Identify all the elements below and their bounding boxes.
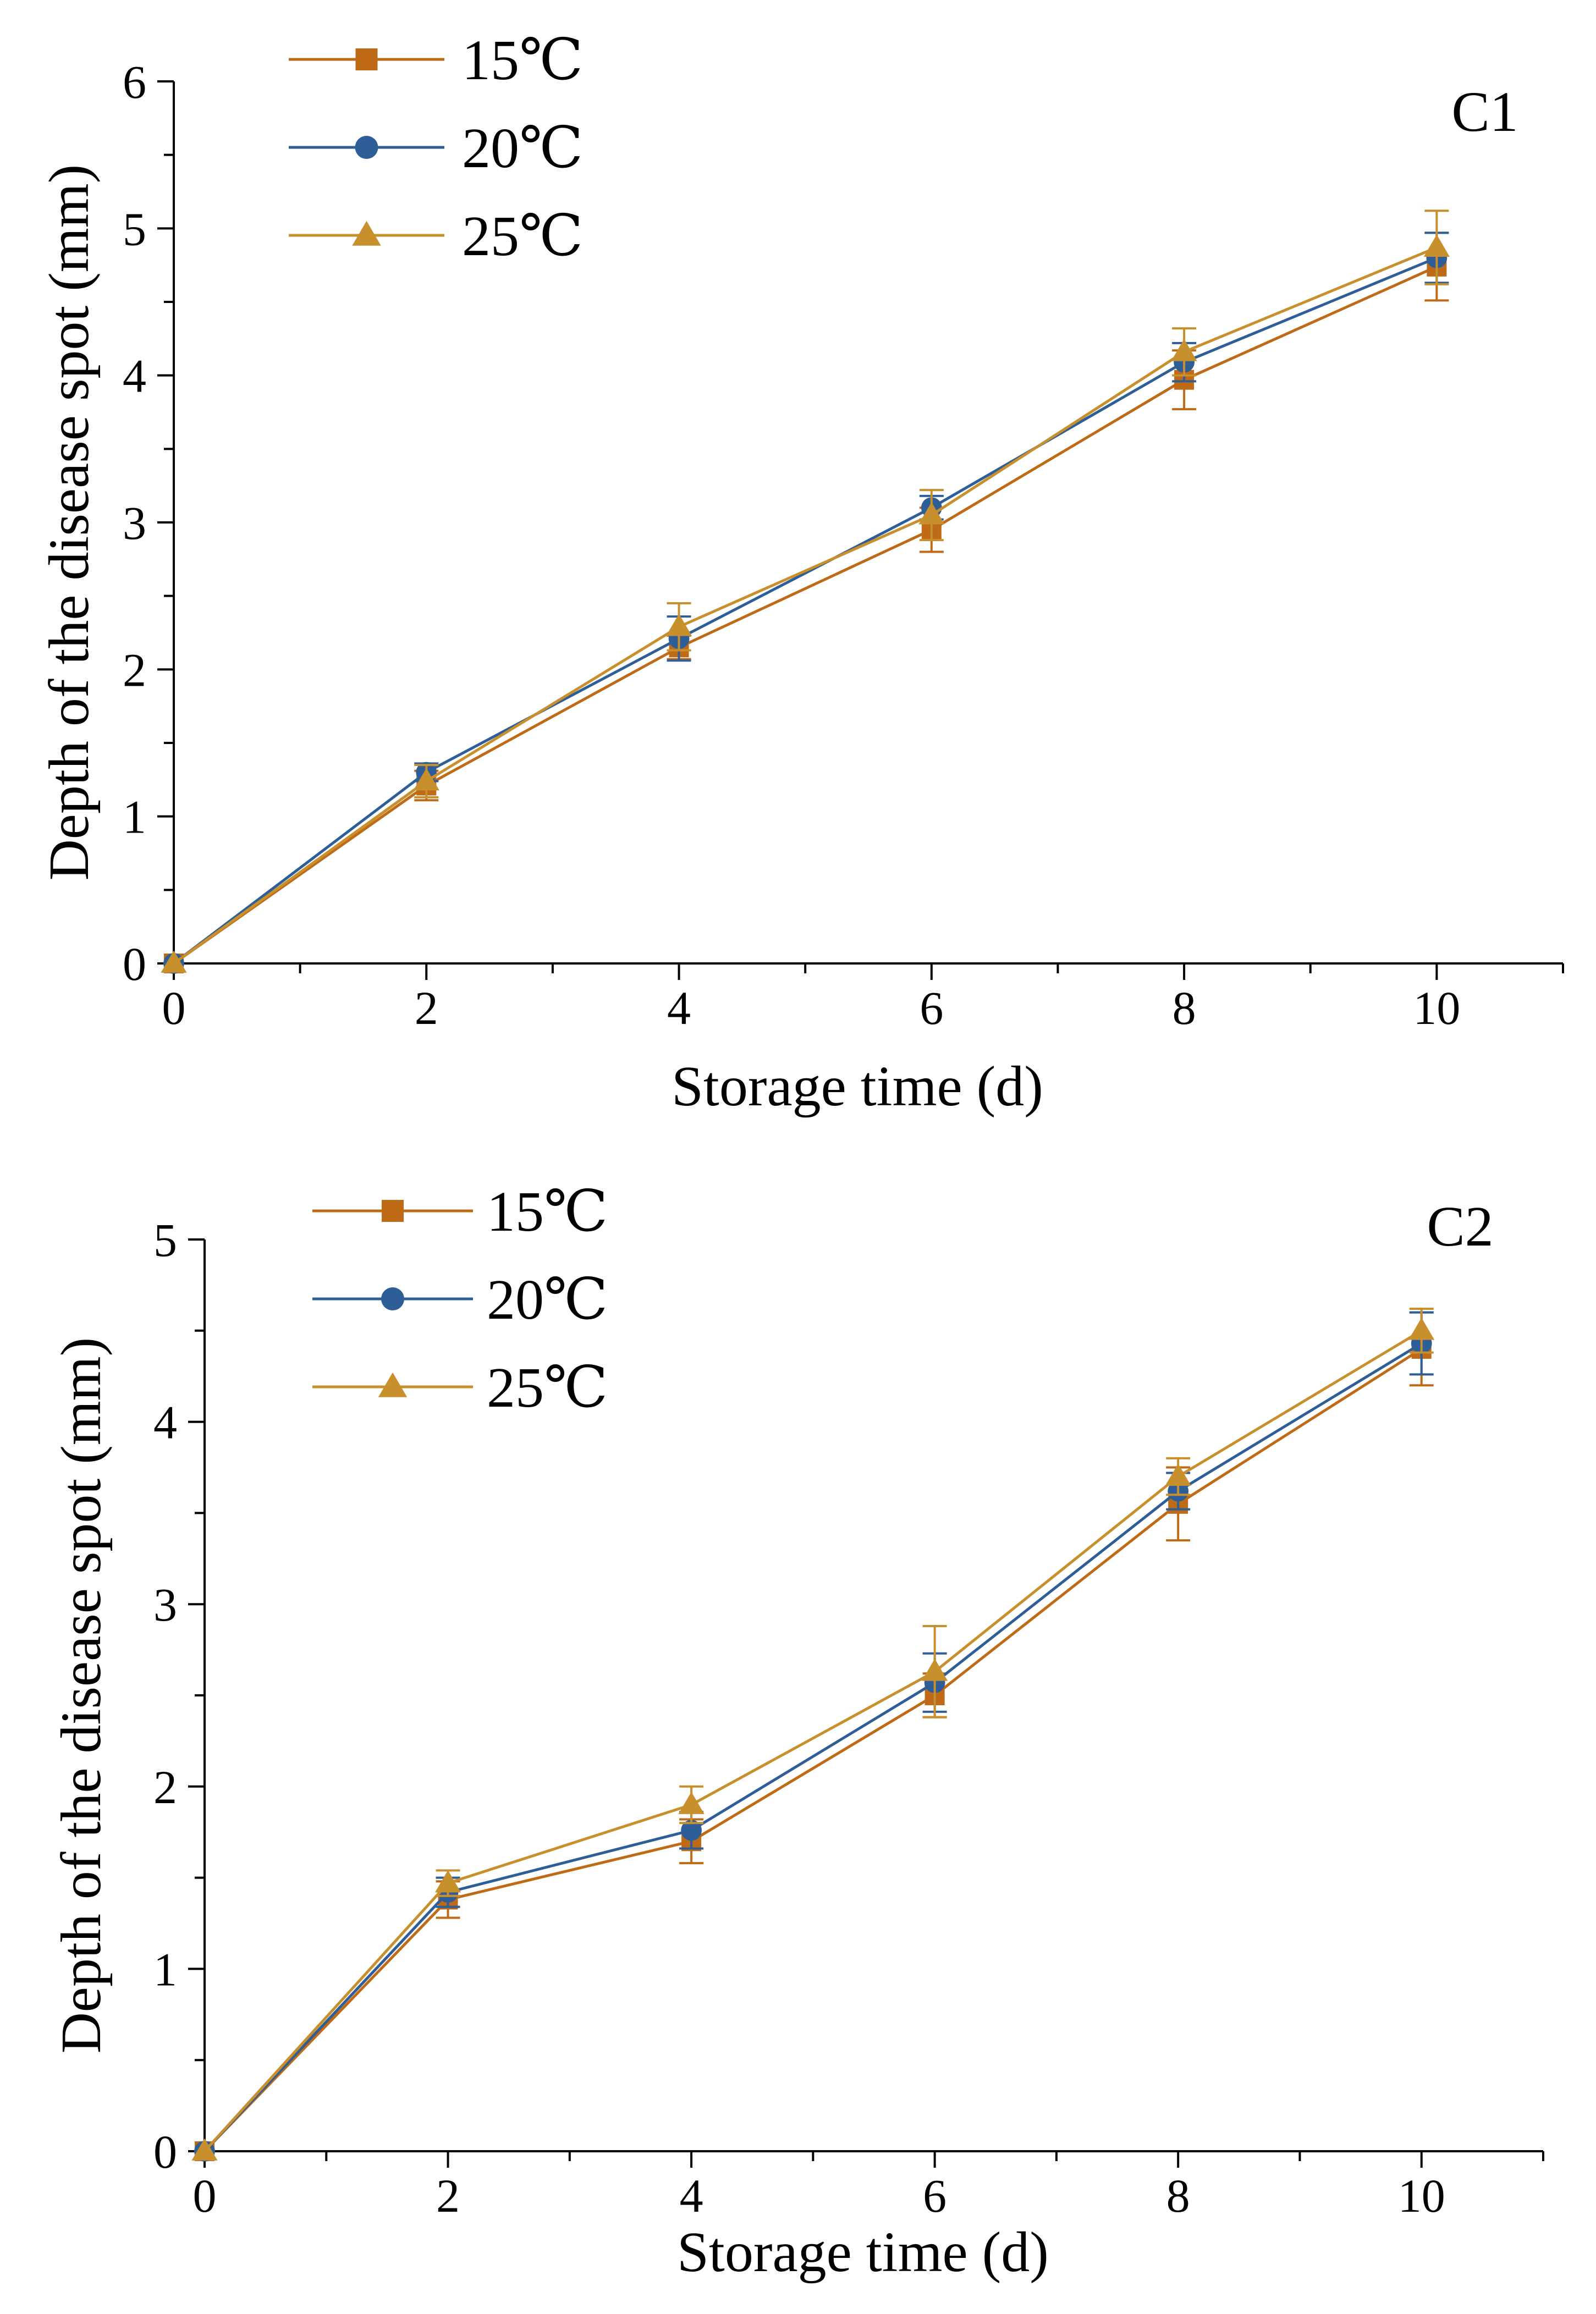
chart-c1-y-tick-label: 2: [123, 643, 146, 696]
chart-c2-legend-label: 15℃: [487, 1180, 608, 1243]
chart-c2-y-tick-label: 4: [153, 1396, 177, 1449]
chart-c2-series-2: [191, 1308, 1435, 2161]
chart-c2-x-tick-label: 0: [193, 2169, 217, 2222]
chart-c2-series-2-point: [434, 1870, 461, 1893]
chart-c2-legend-item-2: 25℃: [312, 1356, 608, 1419]
chart-c2-legend-marker: [382, 1200, 404, 1222]
chart-c1-x-tick-label: 0: [162, 982, 186, 1034]
chart-c1-x-tick-label: 4: [667, 982, 691, 1034]
chart-c2-y-tick-label: 2: [153, 1761, 177, 1814]
chart-c1-series-2-point: [918, 502, 945, 525]
chart-c1-legend-marker: [352, 221, 381, 246]
chart-c1-y-tick-label: 6: [123, 56, 146, 108]
chart-c2-panel-label: C2: [1427, 1195, 1493, 1258]
chart-c2-legend-marker: [378, 1372, 408, 1397]
chart-c1-legend-label: 15℃: [462, 29, 583, 92]
chart-c2-legend-item-0: 15℃: [312, 1180, 608, 1243]
chart-c2-x-tick-label: 6: [923, 2169, 946, 2222]
chart-c1-legend-label: 25℃: [462, 205, 583, 268]
chart-c2-series-2-point: [191, 2138, 218, 2161]
chart-c1-legend-item-2: 25℃: [289, 205, 583, 268]
chart-c1-legend-marker: [355, 136, 378, 159]
chart-c1-series-2-point: [1423, 234, 1450, 257]
chart-c1: 0 2 4 6 8 10 0 1 2 3 4 5 6 Storage time (d) Depth of t…: [37, 29, 1564, 1118]
chart-c2-series-2-point: [922, 1659, 948, 1681]
chart-c1-y-tick-label: 0: [123, 938, 146, 990]
chart-c2-series-2-line: [203, 1329, 1423, 2152]
chart-c2-x-tick-label: 2: [436, 2169, 460, 2222]
chart-c2-series-2-point: [678, 1792, 705, 1814]
chart-c1-series-0: [164, 232, 1449, 973]
chart-c1-series-2: [161, 210, 1450, 973]
chart-c1-y-axis-label: Depth of the disease spot (mm): [37, 164, 101, 881]
chart-c1-y-tick-label: 4: [123, 350, 146, 403]
chart-c1-x-tick-label: 8: [1173, 982, 1196, 1034]
chart-c2-series-2-point: [1165, 1463, 1191, 1486]
chart-c1-series-0-line: [173, 265, 1438, 965]
chart-c1-y-tick-label: 5: [123, 202, 146, 255]
chart-c1-x-tick-label: 6: [920, 982, 943, 1034]
chart-c1-legend-item-0: 15℃: [289, 29, 583, 92]
chart-c2-legend-marker: [381, 1287, 404, 1310]
chart-c2-x-tick-label: 8: [1166, 2169, 1190, 2222]
chart-c1-legend-item-1: 20℃: [289, 117, 583, 180]
chart-c1-series-2-point: [161, 950, 187, 973]
chart-c1-panel-label: C1: [1451, 80, 1518, 144]
chart-c1-series-1-line: [173, 256, 1438, 965]
chart-c2-series-0-line: [203, 1347, 1423, 2152]
chart-c1-x-tick-label: 10: [1413, 982, 1460, 1034]
chart-c2-series-1-line: [203, 1342, 1423, 2152]
chart-c2-series-2-point: [1408, 1318, 1435, 1340]
chart-c1-series-2-point: [665, 614, 692, 636]
chart-c2-legend-label: 20℃: [487, 1268, 608, 1331]
chart-c1-legend-marker: [355, 48, 378, 70]
chart-c2-legend-item-1: 20℃: [312, 1268, 608, 1331]
chart-c1-series-2-line: [173, 246, 1438, 965]
chart-c1-series-2-point: [413, 768, 439, 791]
chart-c2-y-tick-label: 1: [153, 1943, 177, 1996]
chart-c2-y-tick-label: 0: [153, 2125, 177, 2178]
chart-c2-series-1-point: [681, 1820, 702, 1841]
chart-c1-x-tick-label: 2: [415, 982, 438, 1034]
chart-c2-legend-label: 25℃: [487, 1356, 608, 1419]
chart-c2-y-tick-label: 3: [153, 1578, 177, 1631]
chart-c1-series-2-point: [1171, 339, 1197, 361]
chart-c2-x-tick-label: 4: [680, 2169, 703, 2222]
chart-c2-y-tick-label: 5: [153, 1214, 177, 1266]
chart-c1-y-tick-label: 1: [123, 791, 146, 844]
chart-c1-y-tick-label: 3: [123, 497, 146, 549]
chart-c2-x-axis-label: Storage time (d): [677, 2221, 1049, 2284]
chart-c1-legend-label: 20℃: [462, 117, 583, 180]
chart-c1-series-1: [163, 232, 1449, 974]
chart-c2: 0 2 4 6 8 10 0 1 2 3 4 5 Storage time (d) Depth of th…: [49, 1180, 1544, 2284]
chart-c2-x-tick-label: 10: [1398, 2169, 1445, 2222]
chart-c2-y-axis-label: Depth of the disease spot (mm): [49, 1337, 113, 2054]
chart-c1-x-axis-label: Storage time (d): [672, 1055, 1043, 1118]
